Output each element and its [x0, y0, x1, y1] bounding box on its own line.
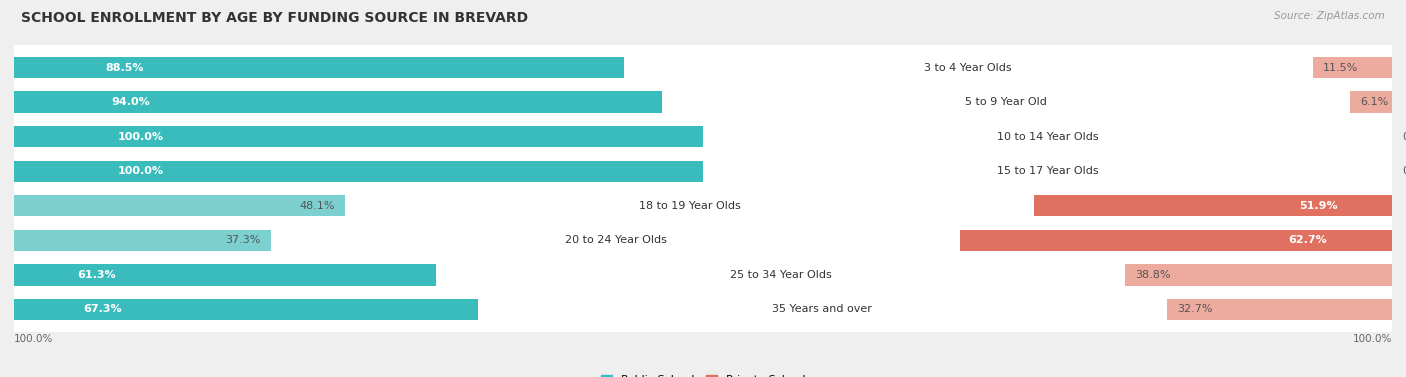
Text: 6.1%: 6.1%	[1360, 97, 1389, 107]
Text: 20 to 24 Year Olds: 20 to 24 Year Olds	[565, 235, 666, 245]
Bar	[1125, 264, 1392, 285]
FancyBboxPatch shape	[11, 173, 1395, 239]
Bar	[14, 195, 346, 216]
Text: 3 to 4 Year Olds: 3 to 4 Year Olds	[924, 63, 1012, 73]
Bar	[14, 299, 478, 320]
Bar	[1167, 299, 1392, 320]
Bar	[1035, 195, 1392, 216]
Bar	[14, 126, 703, 147]
Bar	[960, 230, 1392, 251]
Text: Source: ZipAtlas.com: Source: ZipAtlas.com	[1274, 11, 1385, 21]
Text: 0.0%: 0.0%	[1402, 132, 1406, 142]
Text: 15 to 17 Year Olds: 15 to 17 Year Olds	[997, 166, 1098, 176]
FancyBboxPatch shape	[11, 104, 1395, 170]
Text: 48.1%: 48.1%	[299, 201, 335, 211]
Bar	[1313, 57, 1392, 78]
Text: 11.5%: 11.5%	[1323, 63, 1358, 73]
Text: 51.9%: 51.9%	[1299, 201, 1339, 211]
Bar	[14, 92, 662, 113]
Text: 25 to 34 Year Olds: 25 to 34 Year Olds	[730, 270, 831, 280]
Bar	[14, 264, 436, 285]
FancyBboxPatch shape	[11, 138, 1395, 204]
Text: SCHOOL ENROLLMENT BY AGE BY FUNDING SOURCE IN BREVARD: SCHOOL ENROLLMENT BY AGE BY FUNDING SOUR…	[21, 11, 529, 25]
FancyBboxPatch shape	[11, 242, 1395, 308]
Bar	[14, 161, 703, 182]
Text: 100.0%: 100.0%	[117, 132, 163, 142]
Legend: Public School, Private School: Public School, Private School	[596, 370, 810, 377]
Text: 100.0%: 100.0%	[1353, 334, 1392, 344]
Text: 10 to 14 Year Olds: 10 to 14 Year Olds	[997, 132, 1098, 142]
Text: 5 to 9 Year Old: 5 to 9 Year Old	[965, 97, 1046, 107]
Text: 37.3%: 37.3%	[225, 235, 260, 245]
Text: 88.5%: 88.5%	[105, 63, 143, 73]
Text: 38.8%: 38.8%	[1135, 270, 1170, 280]
FancyBboxPatch shape	[11, 35, 1395, 101]
Bar	[1350, 92, 1392, 113]
Text: 62.7%: 62.7%	[1288, 235, 1327, 245]
Bar	[14, 57, 624, 78]
Text: 67.3%: 67.3%	[83, 304, 122, 314]
Bar	[14, 230, 271, 251]
Text: 100.0%: 100.0%	[14, 334, 53, 344]
FancyBboxPatch shape	[11, 69, 1395, 135]
Text: 35 Years and over: 35 Years and over	[772, 304, 872, 314]
FancyBboxPatch shape	[11, 276, 1395, 342]
Text: 100.0%: 100.0%	[117, 166, 163, 176]
FancyBboxPatch shape	[11, 207, 1395, 273]
Text: 18 to 19 Year Olds: 18 to 19 Year Olds	[640, 201, 741, 211]
Text: 61.3%: 61.3%	[77, 270, 117, 280]
Text: 32.7%: 32.7%	[1177, 304, 1212, 314]
Text: 0.0%: 0.0%	[1402, 166, 1406, 176]
Text: 94.0%: 94.0%	[111, 97, 150, 107]
